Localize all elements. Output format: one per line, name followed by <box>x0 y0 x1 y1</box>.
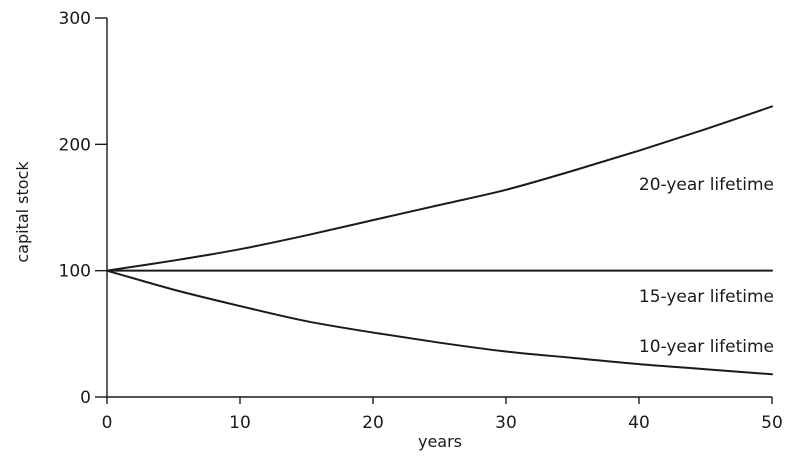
axes <box>106 18 772 398</box>
x-tick-label: 10 <box>229 413 251 433</box>
ticks <box>95 17 773 404</box>
y-tick-label: 200 <box>59 135 91 155</box>
x-axis-title: years <box>418 432 462 451</box>
x-tick-label: 20 <box>362 413 384 433</box>
x-tick-label: 40 <box>628 413 650 433</box>
series-label-20-year: 20-year lifetime <box>639 175 774 195</box>
series-label-15-year: 15-year lifetime <box>639 287 774 307</box>
series-lines <box>106 105 773 376</box>
y-tick-label: 100 <box>59 262 91 282</box>
x-tick-label: 30 <box>495 413 517 433</box>
x-tick-label: 0 <box>102 413 113 433</box>
series-line-20-year <box>106 105 773 272</box>
y-tick-label: 300 <box>59 9 91 29</box>
series-line-10-year <box>106 269 773 376</box>
y-axis-title: capital stock <box>13 161 32 263</box>
x-tick-label: 50 <box>761 413 783 433</box>
series-labels: 20-year lifetime 15-year lifetime 10-yea… <box>639 175 774 357</box>
tick-labels: 0 100 200 300 0 10 20 30 40 50 <box>59 9 783 433</box>
y-tick-label: 0 <box>80 388 91 408</box>
series-label-10-year: 10-year lifetime <box>639 337 774 357</box>
